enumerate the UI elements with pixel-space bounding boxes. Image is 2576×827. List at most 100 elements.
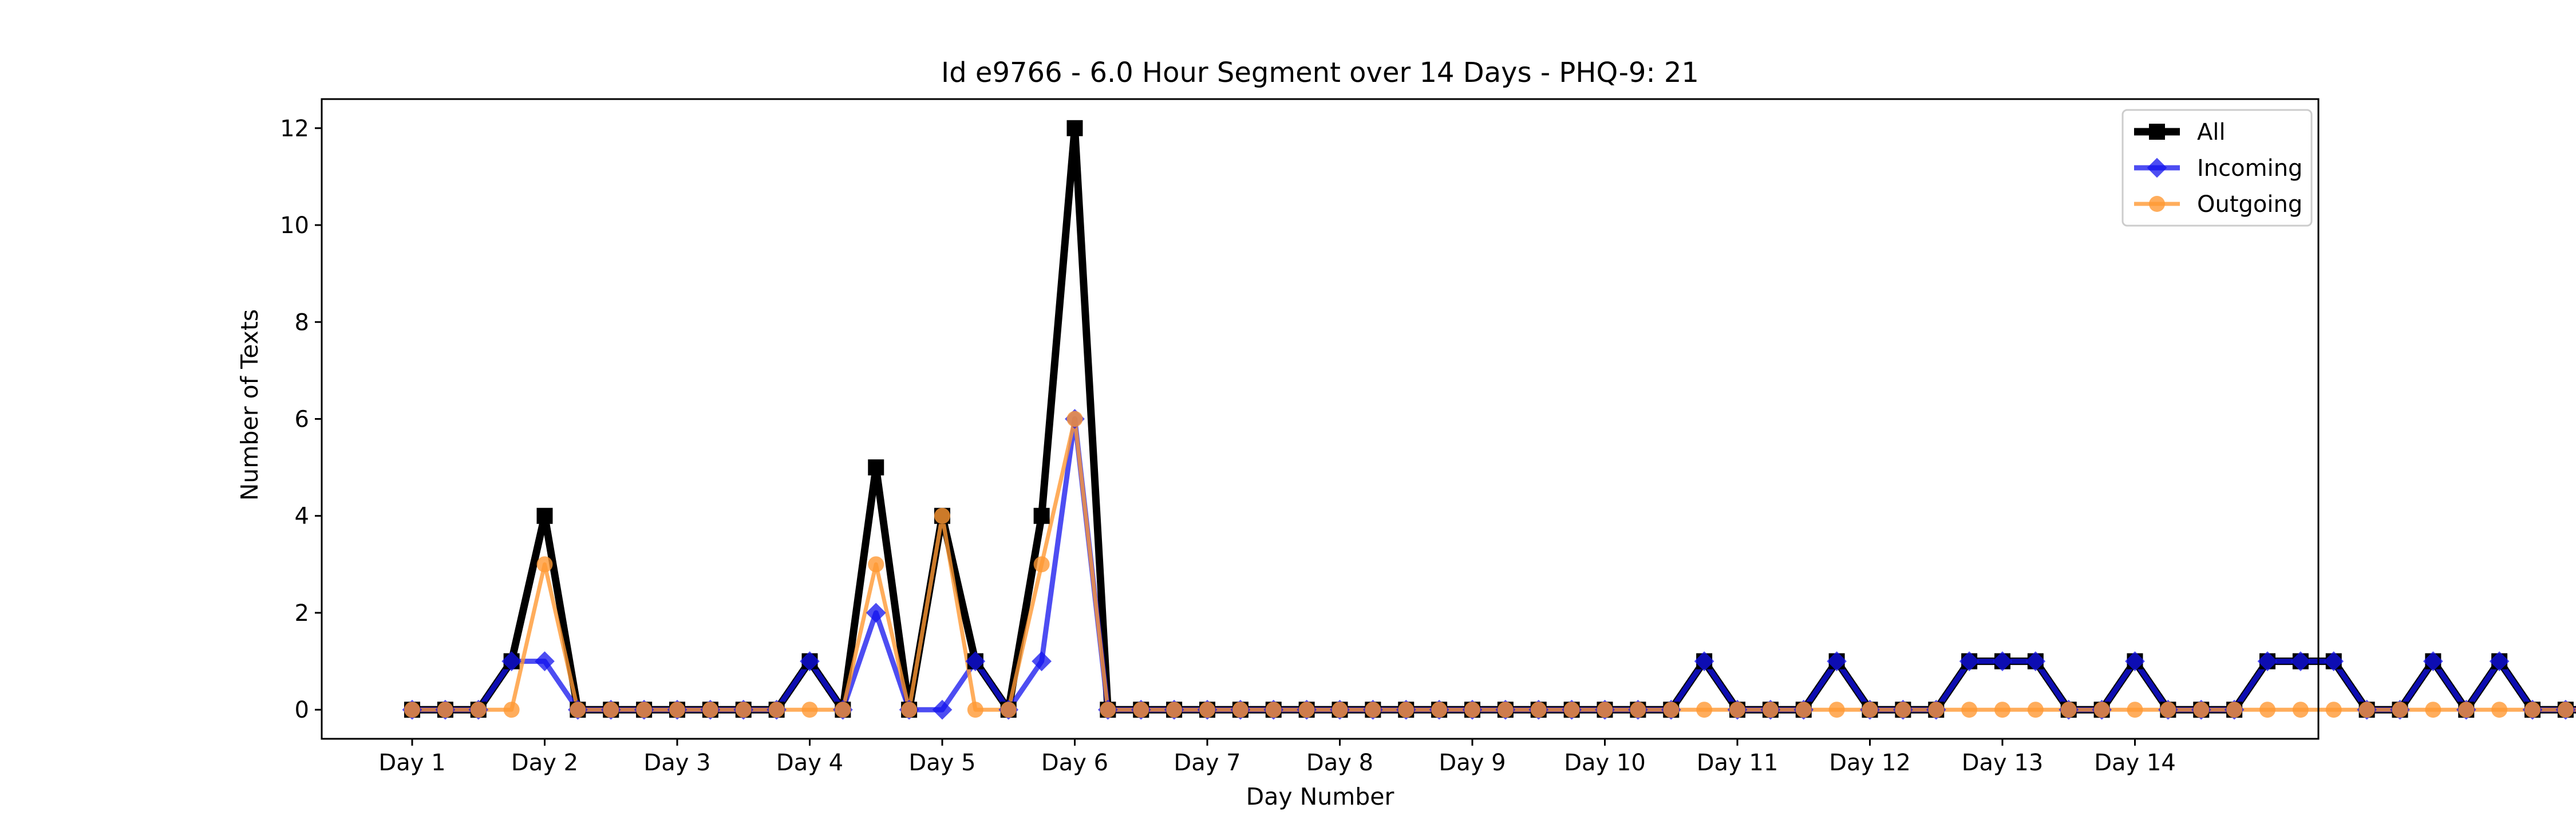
legend-swatch-marker [2149,124,2165,140]
data-point-outgoing [1696,702,1713,718]
data-point-outgoing [2557,702,2574,718]
data-point-outgoing [967,702,983,718]
y-tick-label: 12 [280,116,309,142]
data-point-outgoing [2325,702,2342,718]
x-tick-label: Day 5 [908,750,975,776]
y-tick-label: 8 [295,309,309,336]
data-point-outgoing [868,556,884,573]
axis-ticks: Day 1 Day 2 Day 3 Day 4 Day 5 Day 6 Day 7 Day 8… [280,116,2176,776]
data-point-outgoing [1133,702,1149,718]
data-point-incoming [1694,651,1714,671]
data-point-outgoing [1033,556,1050,573]
y-tick-label: 4 [295,503,309,530]
data-point-outgoing [2127,702,2143,718]
data-point-incoming [866,602,886,623]
x-tick-label: Day 1 [378,750,445,776]
data-point-outgoing [2193,702,2210,718]
data-point-outgoing [1199,702,1215,718]
data-point-outgoing [835,702,851,718]
legend-box [2121,109,2313,227]
data-point-outgoing [404,702,420,718]
data-point-outgoing [2093,702,2110,718]
legend-label: All [2197,119,2226,145]
legend-label: Incoming [2197,155,2302,182]
data-point-outgoing [669,702,685,718]
data-point-incoming [501,651,521,671]
x-axis-label: Day Number [1246,783,1394,810]
data-point-outgoing [2027,702,2044,718]
data-point-all [1066,120,1083,136]
data-point-incoming [1032,651,1052,671]
data-point-outgoing [1729,702,1745,718]
data-point-outgoing [2491,702,2508,718]
y-tick-label: 0 [295,697,309,723]
x-tick-label: Day 11 [1697,750,1779,776]
data-point-outgoing [1563,702,1580,718]
legend-swatch-marker [2147,157,2167,178]
data-point-incoming [1992,651,2013,671]
data-point-outgoing [1828,702,1845,718]
data-point-incoming [2257,651,2278,671]
data-point-incoming [535,651,555,671]
data-point-outgoing [1000,702,1017,718]
data-point-outgoing [1630,702,1646,718]
data-point-outgoing [536,556,553,573]
x-tick-label: Day 7 [1174,750,1240,776]
data-point-incoming [2423,651,2443,671]
data-point-outgoing [1928,702,1945,718]
data-point-incoming [2025,651,2046,671]
data-point-incoming [800,651,820,671]
data-point-incoming [2125,651,2145,671]
data-point-incoming [965,651,986,671]
x-tick-label: Day 8 [1306,750,1373,776]
data-point-outgoing [470,702,487,718]
x-tick-label: Day 9 [1439,750,1506,776]
x-tick-label: Day 3 [643,750,710,776]
data-point-outgoing [1597,702,1613,718]
data-point-outgoing [1464,702,1480,718]
data-point-outgoing [1398,702,1415,718]
data-point-outgoing [801,702,818,718]
data-point-outgoing [1100,702,1116,718]
data-point-outgoing [570,702,586,718]
x-tick-label: Day 13 [1962,750,2044,776]
x-tick-label: Day 12 [1829,750,1911,776]
data-point-outgoing [1994,702,2010,718]
data-point-incoming [1827,651,1847,671]
data-point-outgoing [768,702,785,718]
data-point-outgoing [1895,702,1911,718]
data-point-outgoing [503,702,520,718]
data-point-outgoing [1232,702,1249,718]
y-tick-label: 10 [280,212,309,239]
data-point-outgoing [1795,702,1812,718]
legend-swatch-marker [2149,196,2165,212]
data-point-outgoing [1066,411,1083,427]
x-tick-label: Day 2 [511,750,578,776]
legend: All Incoming Outgoing [2121,109,2313,227]
data-point-all [1033,507,1050,524]
data-point-outgoing [2259,702,2275,718]
data-point-incoming [932,699,953,720]
data-point-outgoing [735,702,752,718]
data-point-incoming [2324,651,2344,671]
data-point-outgoing [1431,702,1448,718]
data-point-outgoing [2226,702,2243,718]
data-point-outgoing [2524,702,2541,718]
data-point-incoming [1959,651,1980,671]
data-point-outgoing [2425,702,2441,718]
data-point-outgoing [2060,702,2077,718]
x-tick-label: Day 14 [2094,750,2176,776]
x-tick-label: Day 10 [1564,750,1646,776]
y-tick-label: 2 [295,600,309,627]
data-point-outgoing [2358,702,2375,718]
data-point-outgoing [603,702,619,718]
data-point-outgoing [1530,702,1547,718]
data-point-outgoing [1862,702,1878,718]
x-tick-label: Day 6 [1041,750,1108,776]
data-point-outgoing [901,702,918,718]
data-point-outgoing [636,702,653,718]
data-point-all [868,459,884,476]
data-point-outgoing [702,702,718,718]
data-point-outgoing [2292,702,2309,718]
